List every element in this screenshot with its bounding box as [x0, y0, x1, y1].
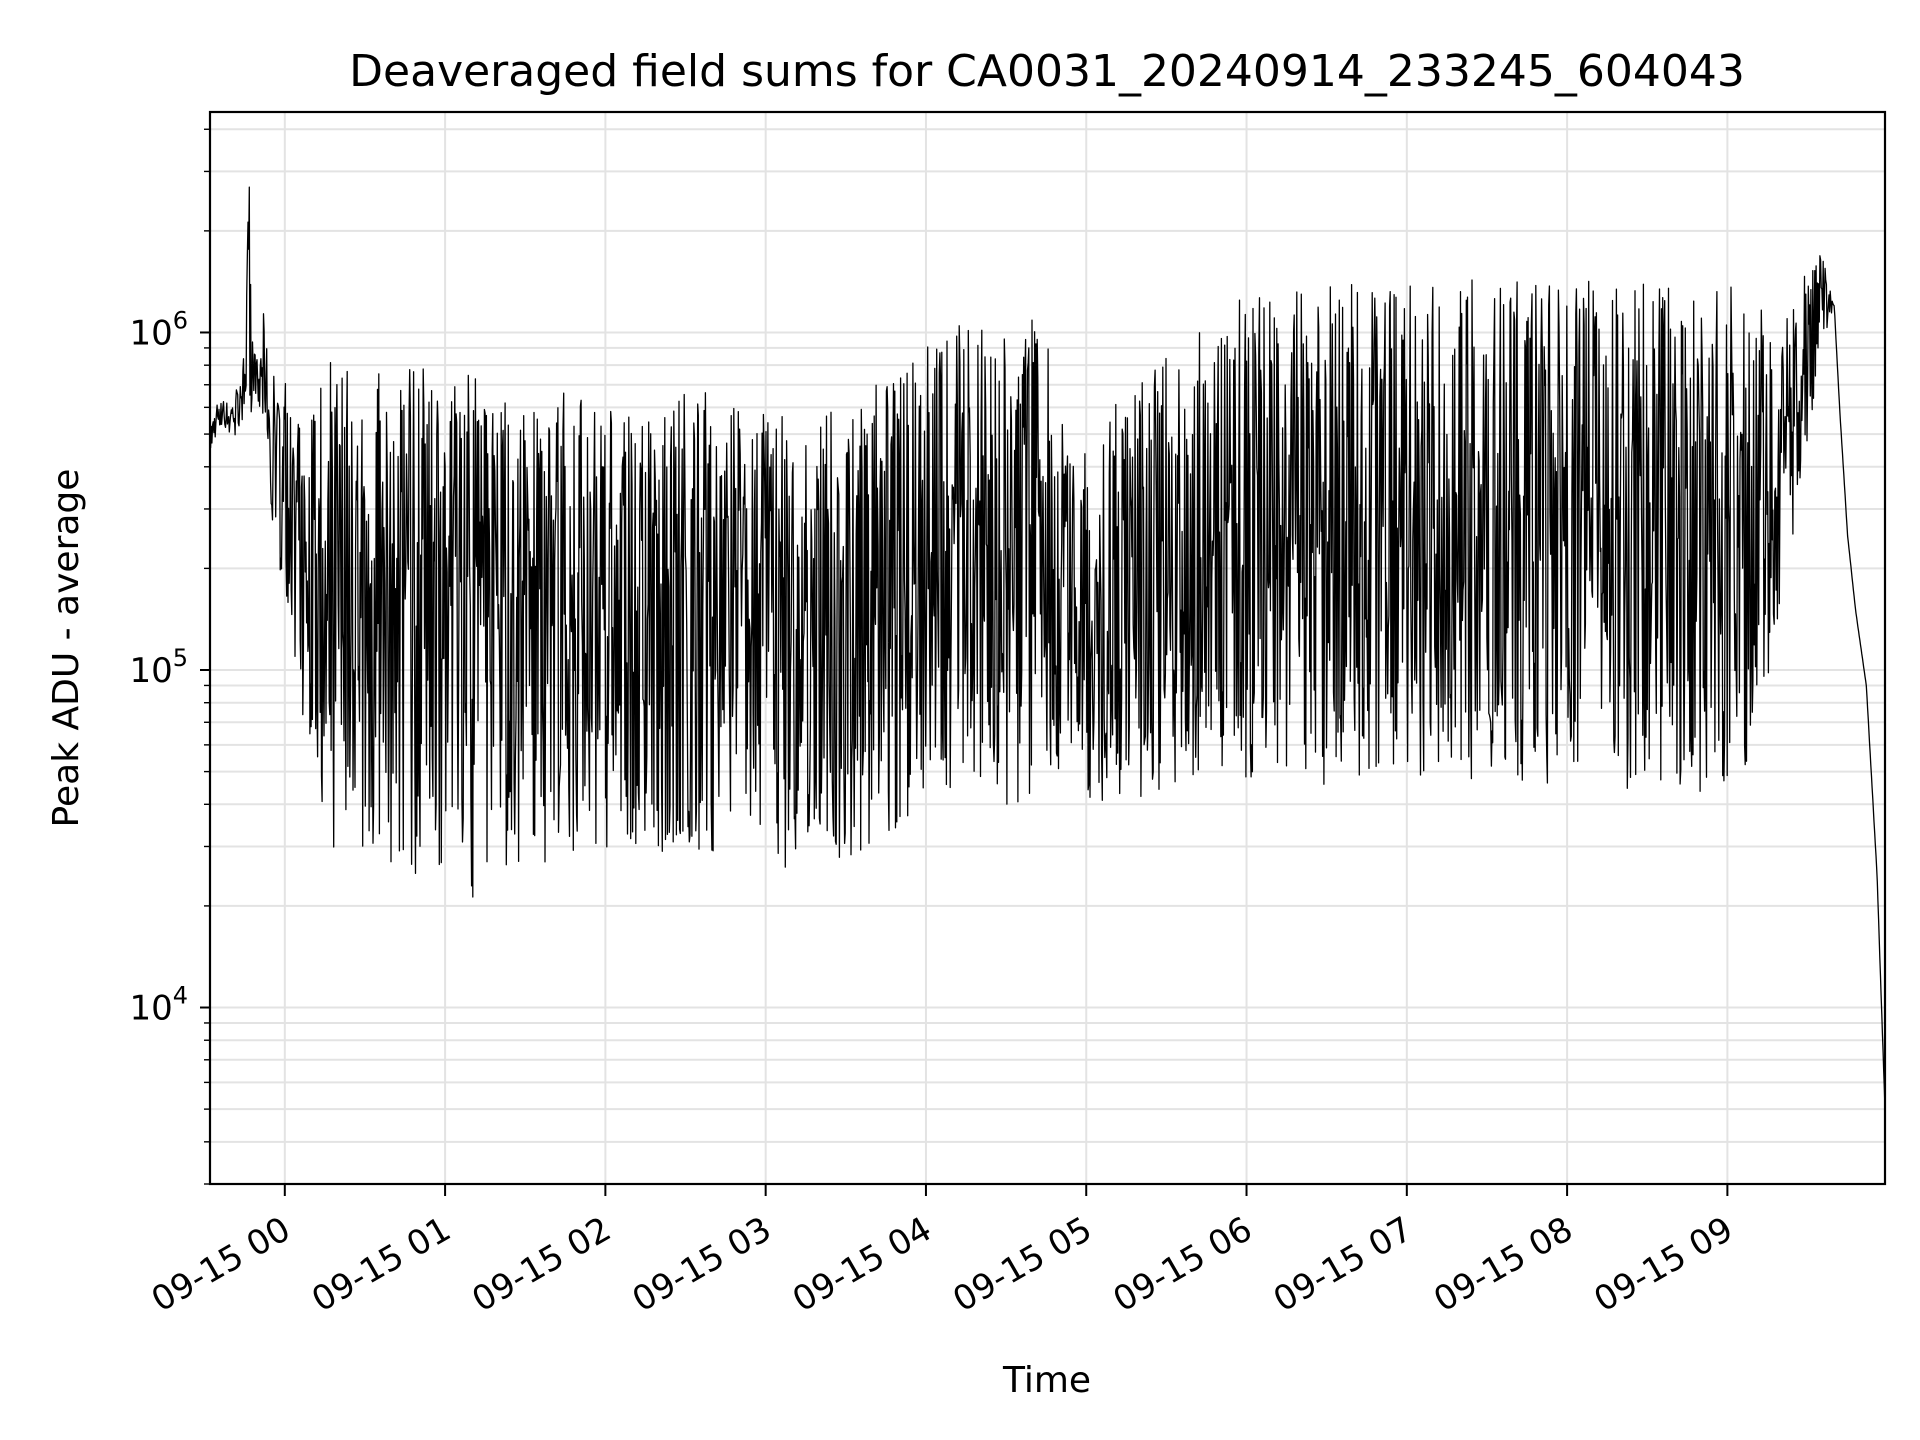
y-tick-label: 106 [129, 306, 188, 353]
y-tick-base: 10 [129, 989, 172, 1029]
chart-title: Deaveraged field sums for CA0031_2024091… [349, 46, 1745, 97]
x-tick-label: 09-15 03 [626, 1209, 778, 1320]
y-tick-label: 104 [129, 982, 188, 1029]
data-series [209, 186, 1886, 1110]
x-tick-label: 09-15 07 [1267, 1209, 1419, 1320]
y-tick-exponent: 6 [173, 306, 188, 334]
x-tick-label: 09-15 09 [1587, 1209, 1739, 1320]
x-tick-label: 09-15 06 [1107, 1209, 1259, 1320]
series-line [209, 186, 1886, 1110]
x-axis-label: Time [1002, 1360, 1091, 1401]
y-tick-base: 10 [129, 313, 172, 353]
y-tick-base: 10 [129, 651, 172, 691]
y-tick-exponent: 4 [173, 982, 188, 1010]
x-axis-ticks: 09-15 00 09-15 01 09-15 02 09-15 03 09-15 04… [145, 1184, 1740, 1320]
x-tick-label: 09-15 02 [465, 1209, 617, 1320]
x-tick-label: 09-15 05 [946, 1209, 1098, 1320]
y-tick-exponent: 5 [173, 644, 188, 672]
y-tick-label: 105 [129, 644, 188, 691]
plot-area-frame [208, 110, 1887, 1186]
x-tick-label: 09-15 08 [1427, 1209, 1579, 1320]
x-tick-label: 09-15 00 [145, 1209, 297, 1320]
x-tick-label: 09-15 04 [786, 1209, 938, 1320]
x-tick-label: 09-15 01 [305, 1209, 457, 1320]
y-axis-label: Peak ADU - average [46, 469, 87, 828]
